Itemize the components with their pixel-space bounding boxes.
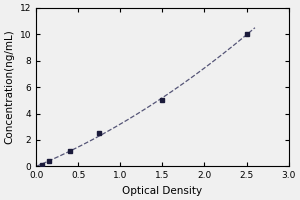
Y-axis label: Concentration(ng/mL): Concentration(ng/mL) xyxy=(4,30,14,144)
X-axis label: Optical Density: Optical Density xyxy=(122,186,202,196)
